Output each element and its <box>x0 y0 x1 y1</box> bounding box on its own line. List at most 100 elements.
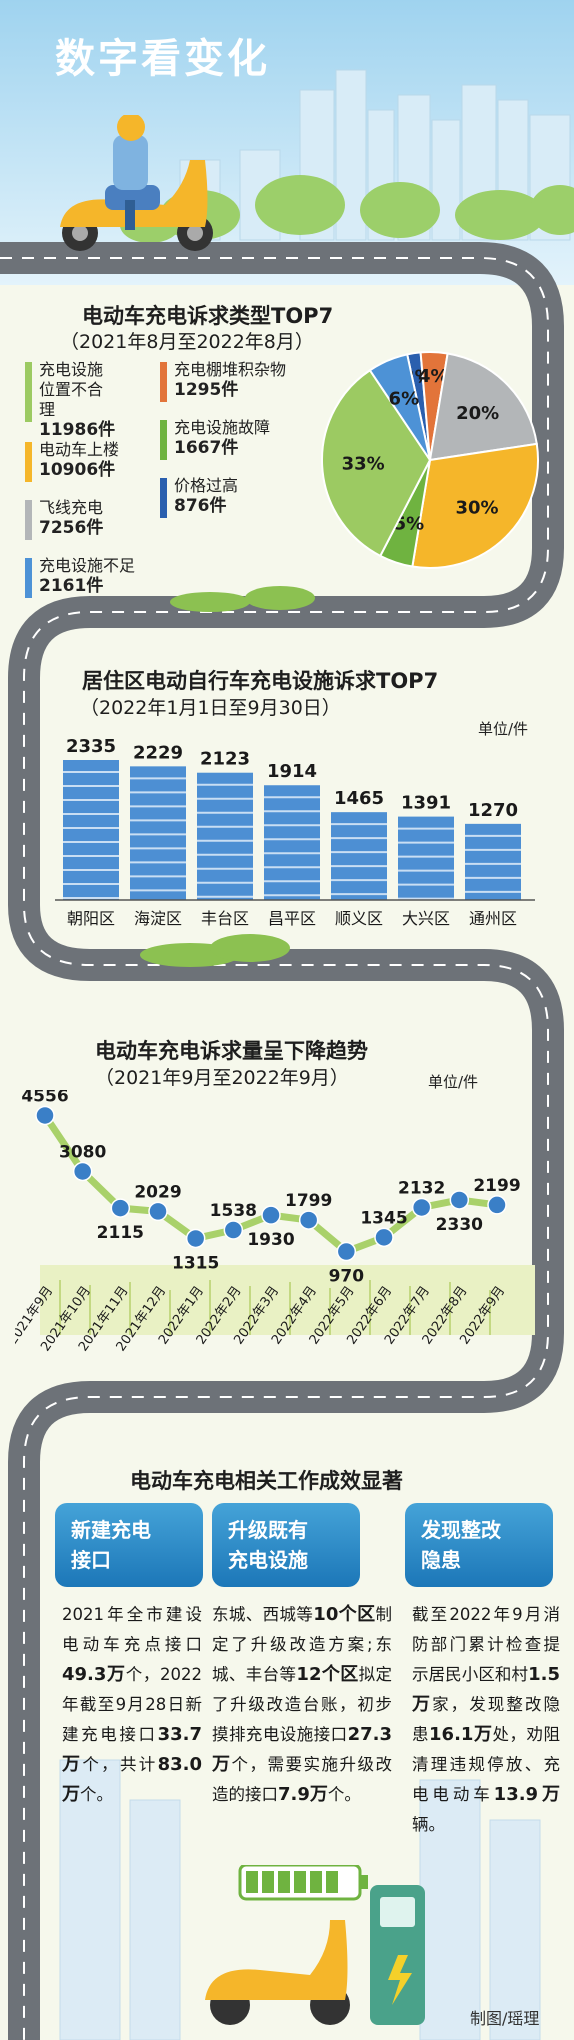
legend-count: 7256件 <box>39 518 104 538</box>
line-point <box>72 1161 93 1182</box>
bar-chart: 2335 朝阳区 2229 海淀区 2123 丰台区 1914 昌平区 1465 顺义区 1391 大… <box>55 736 535 928</box>
pie-slice-label: 4% <box>418 366 449 387</box>
legend-item-upstairs: 电动车上楼 10906件 <box>25 440 165 482</box>
legend-item-price: 价格过高 876件 <box>160 476 330 518</box>
line-value-label: 1799 <box>285 1191 332 1211</box>
bar-category-label: 丰台区 <box>201 909 249 928</box>
body-text: 处，劝阻清理违规停放、充电电动车 <box>412 1725 560 1804</box>
body-text: 制定了升级改造方案;东城、丰台等 <box>212 1605 392 1684</box>
line-chart-unit: 单位/件 <box>428 1073 479 1091</box>
bar-value-label: 1391 <box>401 793 451 814</box>
card-hazards-text: 截至2022年9月消防部门累计检查提示居民小区和村1.5万家，发现整改隐患16.… <box>412 1600 560 1840</box>
body-text: 截至2022年9月消防部门累计检查提示居民小区和村 <box>412 1605 560 1684</box>
line-value-label: 2330 <box>436 1215 483 1235</box>
pie-slice-label: 33% <box>342 454 385 475</box>
pie-legend: 充电设施位置不合理 11986件 电动车上楼 10906件 飞线充电 7256件… <box>25 360 335 600</box>
bar-value-label: 1914 <box>267 761 317 782</box>
bar-value-label: 2335 <box>66 736 116 757</box>
line-value-label: 2115 <box>97 1223 144 1243</box>
bar-value-label: 2123 <box>200 749 250 770</box>
pie-slice <box>368 353 431 461</box>
bar <box>331 812 387 900</box>
line-chart-title: 电动车充电诉求量呈下降趋势 <box>95 1039 368 1063</box>
line-point <box>449 1190 470 1210</box>
card-new-interfaces-text: 2021年全市建设电动车充点接口 49.3万个，2022年截至9月28日新建充电接… <box>62 1600 202 1810</box>
body-text: 个。 <box>80 1785 113 1804</box>
bar-category-label: 海淀区 <box>134 909 182 928</box>
card-heading-text: 发现整改隐患 <box>421 1518 501 1572</box>
achievements-title: 电动车充电相关工作成效显著 <box>130 1469 403 1493</box>
legend-swatch <box>25 558 32 598</box>
legend-swatch <box>160 478 167 518</box>
legend-label: 充电棚堆积杂物 <box>174 360 287 379</box>
line-chart: 45562021年9月30802021年10月21152021年11月20292… <box>15 1090 521 1354</box>
highlight-figure: 49.3万 <box>62 1664 126 1685</box>
highlight-figure: 10个区 <box>313 1604 376 1625</box>
legend-swatch <box>25 500 32 540</box>
legend-swatch <box>25 362 32 422</box>
bar <box>398 816 454 900</box>
bar <box>197 772 253 900</box>
legend-swatch <box>160 362 167 402</box>
body-text: 个。 <box>327 1785 361 1804</box>
bar-chart-unit: 单位/件 <box>478 720 529 738</box>
credit: 制图/瑶理 <box>470 2009 540 2028</box>
line-point <box>185 1228 206 1249</box>
highlight-figure: 7.9万 <box>278 1784 328 1805</box>
pie-slice <box>321 368 432 558</box>
bar-value-label: 1270 <box>468 800 518 821</box>
bar <box>130 766 186 900</box>
legend-count: 1667件 <box>174 438 239 458</box>
line-point <box>487 1195 507 1215</box>
body-text: 辆。 <box>412 1815 445 1834</box>
card-heading-text: 新建充电接口 <box>71 1518 151 1572</box>
legend-label: 充电设施不足 <box>39 556 136 575</box>
line-value-label: 970 <box>329 1267 365 1287</box>
body-text: 2021年全市建设电动车充点接口 <box>62 1605 202 1654</box>
line-point <box>336 1241 357 1262</box>
bar-value-label: 2229 <box>133 742 183 763</box>
bar-category-label: 大兴区 <box>402 909 450 928</box>
legend-label: 飞线充电 <box>39 498 104 517</box>
bar-category-label: 通州区 <box>469 909 517 928</box>
bar-category-label: 昌平区 <box>268 909 316 928</box>
line-point <box>148 1201 168 1222</box>
line-point <box>411 1197 432 1218</box>
body-text: 拟定了升级改造台账，初步摸排充电设施接口 <box>212 1665 393 1744</box>
body-text: 家，发现整改隐患 <box>412 1695 561 1744</box>
highlight-figure: 13.9万 <box>493 1784 560 1805</box>
legend-swatch <box>160 420 167 460</box>
legend-label: 电动车上楼 <box>39 440 120 459</box>
bar-category-label: 顺义区 <box>335 909 383 928</box>
line-point <box>223 1220 244 1240</box>
pie-chart-title: 电动车充电诉求类型TOP7 <box>82 304 334 328</box>
legend-count: 10906件 <box>39 460 116 480</box>
legend-label: 价格过高 <box>174 476 239 495</box>
line-point <box>374 1227 394 1248</box>
legend-item-insufficient: 充电设施不足 2161件 <box>25 556 165 598</box>
line-value-label: 1538 <box>210 1201 257 1221</box>
legend-swatch <box>25 442 32 482</box>
line-chart-subtitle: （2021年9月至2022年9月） <box>95 1067 349 1089</box>
line-point <box>261 1205 281 1225</box>
legend-item-location: 充电设施位置不合理 11986件 <box>25 360 165 440</box>
line-value-label: 2029 <box>134 1182 181 1202</box>
line-value-label: 2199 <box>473 1176 520 1196</box>
card-new-interfaces-heading: 新建充电接口 <box>55 1503 203 1587</box>
line-value-label: 1345 <box>360 1208 407 1228</box>
highlight-figure: 83.0万 <box>62 1754 203 1805</box>
legend-item-flywire: 飞线充电 7256件 <box>25 498 165 540</box>
pie-slice-label: 6% <box>389 388 420 409</box>
bar-value-label: 1465 <box>334 788 384 809</box>
line-value-label: 4556 <box>21 1090 68 1106</box>
card-heading-text: 升级既有充电设施 <box>228 1518 308 1572</box>
legend-label: 充电设施位置不合理 <box>39 360 104 419</box>
pie-slice <box>428 352 538 462</box>
highlight-figure: 27.3万 <box>212 1724 392 1775</box>
card-upgrade-text: 东城、西城等10个区制定了升级改造方案;东城、丰台等12个区拟定了升级改造台账，… <box>212 1600 392 1810</box>
pie-slice <box>411 442 539 569</box>
line-point <box>110 1198 131 1218</box>
card-upgrade-heading: 升级既有充电设施 <box>212 1503 360 1587</box>
legend-item-fault: 充电设施故障 1667件 <box>160 418 330 460</box>
